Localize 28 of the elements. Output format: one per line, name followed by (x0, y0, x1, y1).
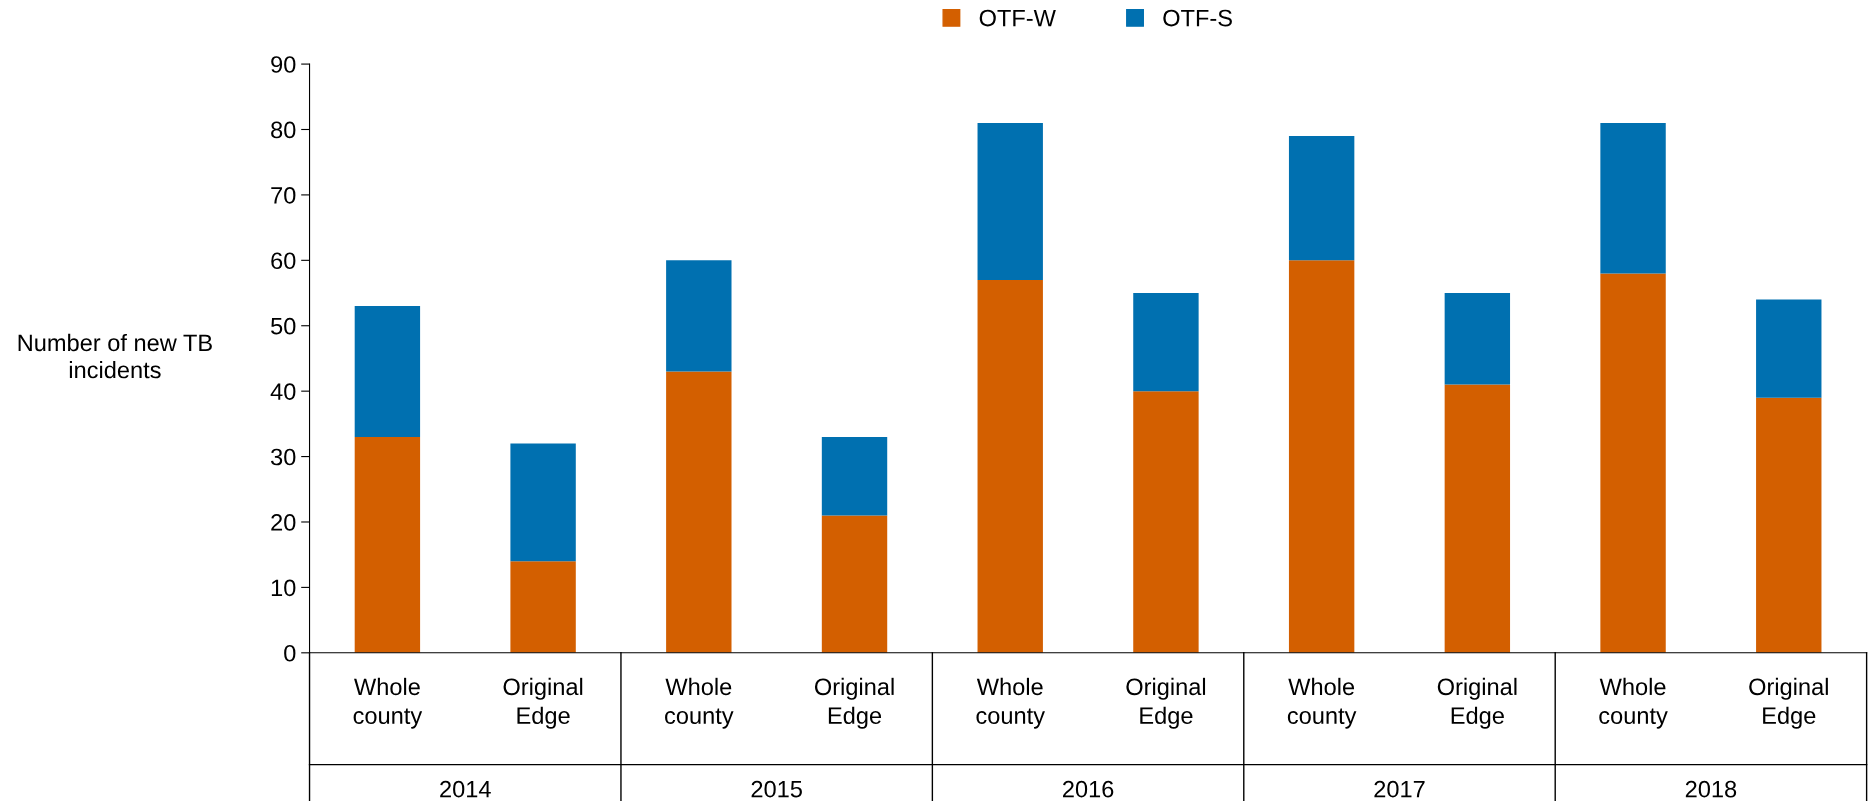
y-tick-label: 50 (271, 317, 296, 335)
text: 2015 (751, 780, 802, 798)
x-tick-label: Original Edge (1437, 677, 1517, 729)
legend-label: OTF-W (979, 9, 1056, 27)
y-tick-label: 70 (271, 186, 296, 204)
text: 2018 (1685, 780, 1737, 798)
y-tick-label: 40 (270, 383, 296, 400)
text: 2014 (440, 780, 491, 798)
x-tick-label: Whole county (1287, 677, 1357, 729)
x-tick-label: Whole county (353, 677, 423, 729)
y-tick-label: 30 (270, 448, 296, 466)
y-tick-label: 90 (271, 56, 296, 73)
y-tick-label: 60 (271, 252, 296, 270)
x-tick-label: Original Edge (503, 677, 583, 729)
x-tick-label: Whole county (665, 677, 734, 729)
y-tick-label: 80 (271, 121, 296, 139)
y-tick-label: 0 (284, 644, 296, 662)
x-tick-label: Whole county (1599, 677, 1668, 729)
text: 2016 (1063, 780, 1114, 798)
legend-label: OTF-S (1163, 9, 1232, 27)
text: 2017 (1374, 780, 1425, 798)
y-axis-title: Number of new TB incidents (18, 333, 212, 379)
x-tick-label: Whole county (976, 677, 1045, 729)
x-tick-label: Original Edge (1749, 677, 1828, 729)
x-tick-label: Original Edge (1126, 677, 1206, 729)
x-tick-label: Original Edge (814, 677, 894, 729)
y-tick-label: 10 (271, 579, 296, 597)
y-tick-label: 20 (271, 514, 296, 531)
